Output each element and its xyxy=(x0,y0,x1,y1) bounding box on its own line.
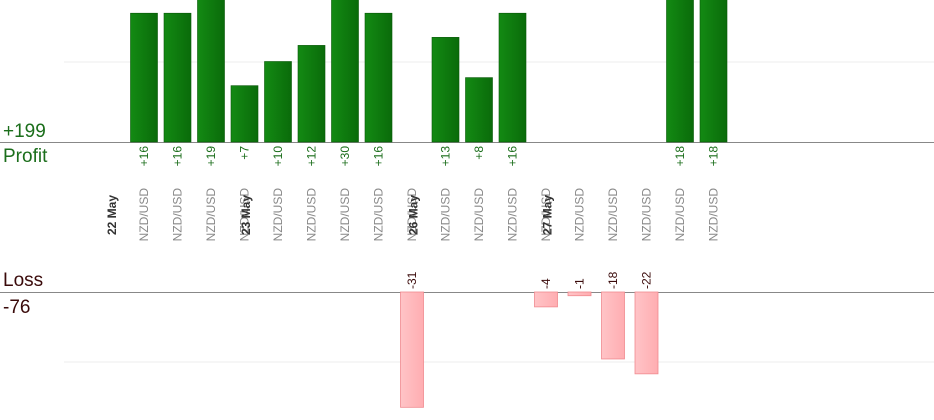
loss-label: Loss xyxy=(3,270,43,291)
pair-label: NZD/USD xyxy=(137,188,151,242)
profit-bar[interactable] xyxy=(264,61,292,143)
loss-value-label: -1 xyxy=(573,278,587,289)
loss-value-label: -22 xyxy=(640,271,654,289)
pair-label: NZD/USD xyxy=(439,188,453,242)
pair-label: NZD/USD xyxy=(338,188,352,242)
profit-bar[interactable] xyxy=(465,77,493,143)
loss-bar[interactable] xyxy=(567,291,592,297)
profit-label: Profit xyxy=(3,146,48,167)
pair-label: NZD/USD xyxy=(707,188,721,242)
profit-bar[interactable] xyxy=(297,45,326,143)
pair-label: NZD/USD xyxy=(640,188,654,242)
date-label: 22 May xyxy=(105,195,119,235)
pair-label: NZD/USD xyxy=(506,188,520,242)
profit-value-label: +13 xyxy=(439,146,453,167)
loss-bar[interactable] xyxy=(534,291,558,308)
profit-value-label: +19 xyxy=(204,146,218,167)
loss-value-label: -31 xyxy=(405,271,419,289)
pair-label: NZD/USD xyxy=(372,188,386,242)
date-label: 23 May xyxy=(239,195,253,235)
date-label: 26 May xyxy=(407,195,421,235)
profit-value-label: +16 xyxy=(137,146,151,167)
loss-bar[interactable] xyxy=(601,291,625,360)
profit-bar[interactable] xyxy=(163,12,192,143)
pair-label: NZD/USD xyxy=(171,188,185,242)
profit-value-label: +18 xyxy=(707,146,721,167)
date-label: 27 May xyxy=(541,195,555,235)
pair-label: NZD/USD xyxy=(539,188,553,242)
profit-value-label: +30 xyxy=(338,146,352,167)
profit-bar[interactable] xyxy=(331,0,359,143)
profit-bar[interactable] xyxy=(699,0,728,143)
pair-label: NZD/USD xyxy=(673,188,687,242)
pair-label: NZD/USD xyxy=(204,188,218,242)
profit-value-label: +7 xyxy=(238,146,252,160)
pair-label: NZD/USD xyxy=(238,188,252,242)
loss-bar[interactable] xyxy=(634,291,659,375)
profit-bar[interactable] xyxy=(498,12,527,143)
loss-bar[interactable] xyxy=(400,291,424,408)
profit-value-label: +10 xyxy=(271,146,285,167)
pair-label: NZD/USD xyxy=(472,188,486,242)
profit-value-label: +18 xyxy=(673,146,687,167)
pair-label: NZD/USD xyxy=(573,188,587,242)
pair-label: NZD/USD xyxy=(305,188,319,242)
profit-value-label: +16 xyxy=(171,146,185,167)
loss-value-label: -18 xyxy=(606,271,620,289)
profit-bar[interactable] xyxy=(431,37,460,143)
profit-bar[interactable] xyxy=(230,85,259,143)
loss-value-label: -4 xyxy=(539,278,553,289)
profit-bar[interactable] xyxy=(666,0,694,143)
profit-value-label: +12 xyxy=(305,146,319,167)
profit-bar[interactable] xyxy=(197,0,225,143)
profit-bar[interactable] xyxy=(364,12,393,143)
profit-value-label: +8 xyxy=(472,146,486,160)
profit-total: +199 xyxy=(3,121,46,142)
profit-value-label: +16 xyxy=(372,146,386,167)
pair-label: NZD/USD xyxy=(271,188,285,242)
profit-bar[interactable] xyxy=(130,12,158,143)
profit-value-label: +16 xyxy=(506,146,520,167)
pair-label: NZD/USD xyxy=(606,188,620,242)
pair-label: NZD/USD xyxy=(405,188,419,242)
loss-total: -76 xyxy=(3,297,30,318)
